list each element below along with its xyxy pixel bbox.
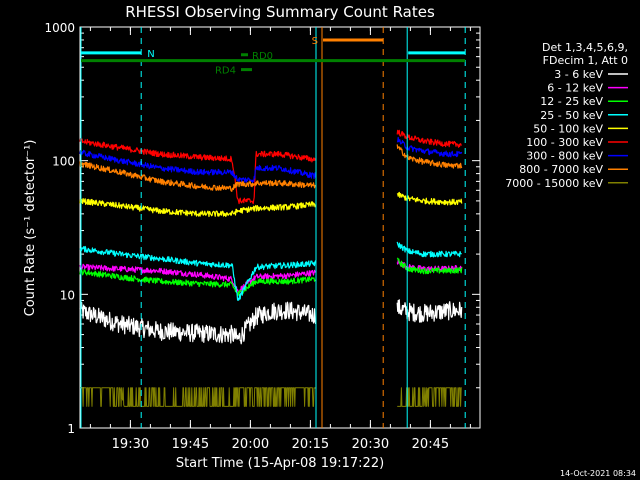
legend-label: 300 - 800 keV [526,150,603,163]
legend-label: 12 - 25 keV [540,95,603,108]
legend-label: 100 - 300 keV [526,136,603,149]
legend-header-line-1: Det 1,3,4,5,6,9, [542,41,628,54]
series-line-1 [79,299,463,345]
status-bar-label: RD4 [215,66,236,77]
series-line-3 [79,257,463,297]
y-tick-label: 1000 [44,21,75,35]
legend-label: 3 - 6 keV [554,68,603,81]
legend-header-line-2: FDecim 1, Att 0 [543,54,628,67]
status-bar-label: N [147,49,154,60]
plot-frame [79,26,481,429]
chart-title: RHESSI Observing Summary Count Rates [125,3,435,21]
x-tick-label: 20:30 [352,437,389,452]
status-bar-label: RD0 [252,51,273,62]
legend-label: 800 - 7000 keV [519,163,603,176]
x-tick-label: 19:30 [112,437,149,452]
y-axis-label: Count Rate (s⁻¹ detector⁻¹) [23,140,38,317]
series-line-5 [79,191,463,218]
x-tick-label: 20:15 [292,437,329,452]
status-bar-label: S [312,36,318,47]
series-line-9 [80,387,462,407]
legend-label: 25 - 50 keV [540,109,603,122]
x-axis-label: Start Time (15-Apr-08 19:17:22) [176,456,384,471]
legend-label: 7000 - 15000 keV [505,177,603,190]
series-line-6 [79,129,462,205]
y-tick-label: 1 [67,422,75,436]
series-line-7 [79,136,463,184]
y-tick-label: 10 [60,288,75,302]
legend-label: 6 - 12 keV [547,82,603,95]
x-tick-label: 20:45 [412,437,449,452]
legend-label: 50 - 100 keV [533,122,603,135]
x-tick-label: 20:00 [232,437,269,452]
footer-timestamp: 14-Oct-2021 08:34 [560,469,636,478]
series-line-4 [79,241,462,301]
x-tick-label: 19:45 [172,437,209,452]
series-line-8 [79,144,463,192]
y-tick-label: 100 [52,155,75,169]
